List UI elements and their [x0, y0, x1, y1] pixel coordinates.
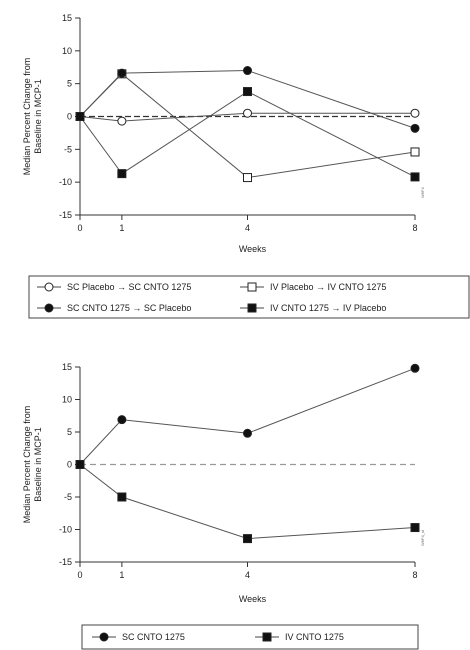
data-point	[243, 108, 252, 118]
data-point	[117, 492, 127, 502]
series-4	[75, 87, 420, 182]
legend-label: SC Placebo → SC CNTO 1275	[67, 282, 191, 292]
x-tick-label: 0	[77, 570, 82, 580]
y-tick-label: 0	[67, 460, 72, 470]
legend-label: SC CNTO 1275	[122, 632, 185, 642]
x-tick-label: 4	[245, 223, 250, 233]
data-point	[243, 66, 252, 76]
legend-label: SC CNTO 1275 → SC Placebo	[67, 303, 191, 313]
x-tick-label: 8	[412, 223, 417, 233]
data-point	[117, 116, 127, 126]
data-point	[243, 428, 252, 438]
series-1	[75, 363, 420, 469]
legend-marker	[247, 282, 257, 292]
legend-marker	[262, 632, 272, 642]
y-tick-label: 10	[62, 46, 72, 56]
legend-label: IV Placebo → IV CNTO 1275	[270, 282, 386, 292]
y-tick-label: 10	[62, 395, 72, 405]
legend-item: IV Placebo → IV CNTO 1275	[240, 282, 386, 292]
figure-code: W6F4_sf	[420, 529, 425, 546]
chart-2: -15 -10 -5 0 5 10 15 0 1 4 8 Median Percent Change …	[22, 362, 425, 650]
legend-box	[28, 275, 470, 319]
legend: SC CNTO 1275 IV CNTO 1275	[81, 624, 419, 650]
data-point	[410, 123, 420, 133]
data-point	[410, 523, 420, 533]
y-tick-label: -15	[59, 557, 72, 567]
x-tick-label: 1	[119, 570, 124, 580]
data-point	[410, 108, 420, 118]
legend-marker	[247, 303, 257, 313]
legend-label: IV CNTO 1275 → IV Placebo	[270, 303, 386, 313]
legend: SC Placebo → SC CNTO 1275 IV Placebo → IV…	[28, 275, 470, 319]
y-tick-label: -15	[59, 210, 72, 220]
series-line	[79, 464, 416, 540]
data-point	[75, 460, 85, 469]
y-tick-label: -5	[64, 144, 72, 154]
y-tick-label: 15	[62, 362, 72, 372]
data-point	[243, 173, 252, 183]
legend-box	[81, 624, 419, 650]
series-2	[75, 460, 420, 544]
x-tick-label: 4	[245, 570, 250, 580]
legend-item: IV CNTO 1275 → IV Placebo	[240, 303, 386, 313]
series-line	[79, 112, 415, 122]
legend-marker	[44, 282, 54, 292]
y-axis-label: Median Percent Change fromBaseline in MC…	[22, 406, 43, 524]
x-axis-label: Weeks	[239, 594, 267, 604]
x-axis-label: Weeks	[239, 244, 267, 254]
series-line	[79, 90, 416, 178]
y-tick-label: 0	[67, 112, 72, 122]
data-point	[410, 172, 420, 182]
legend-item: SC CNTO 1275 → SC Placebo	[37, 303, 191, 313]
series-line	[79, 367, 416, 465]
y-tick-label: 15	[62, 13, 72, 23]
y-tick-label: 5	[67, 427, 72, 437]
legend-item: SC Placebo → SC CNTO 1275	[37, 282, 191, 292]
data-point	[117, 415, 127, 425]
y-tick-label: -10	[59, 177, 72, 187]
y-tick-label: -10	[59, 525, 72, 535]
chart-1: -15 -10 -5 0 5 10 15 0 1 4 8 Median Percent Change …	[22, 13, 470, 319]
legend-marker	[44, 303, 54, 313]
data-point	[117, 68, 127, 78]
data-point	[410, 363, 420, 373]
y-tick-label: -5	[64, 492, 72, 502]
x-tick-label: 1	[119, 223, 124, 233]
series-line	[79, 70, 416, 129]
legend-item: IV CNTO 1275	[255, 632, 344, 642]
data-point	[410, 147, 420, 157]
legend-item: SC CNTO 1275	[92, 632, 185, 642]
y-tick-label: 5	[67, 79, 72, 89]
x-tick-label: 0	[77, 223, 82, 233]
x-tick-label: 8	[412, 570, 417, 580]
data-point	[243, 534, 252, 544]
series-3	[75, 66, 420, 133]
figure-code: W6F4	[420, 187, 425, 198]
data-point	[117, 169, 127, 179]
data-point	[243, 87, 252, 97]
series-2	[75, 69, 420, 183]
y-axis-label: Median Percent Change fromBaseline in MC…	[22, 58, 43, 176]
legend-marker	[99, 632, 109, 642]
data-point	[75, 112, 85, 121]
legend-label: IV CNTO 1275	[285, 632, 344, 642]
